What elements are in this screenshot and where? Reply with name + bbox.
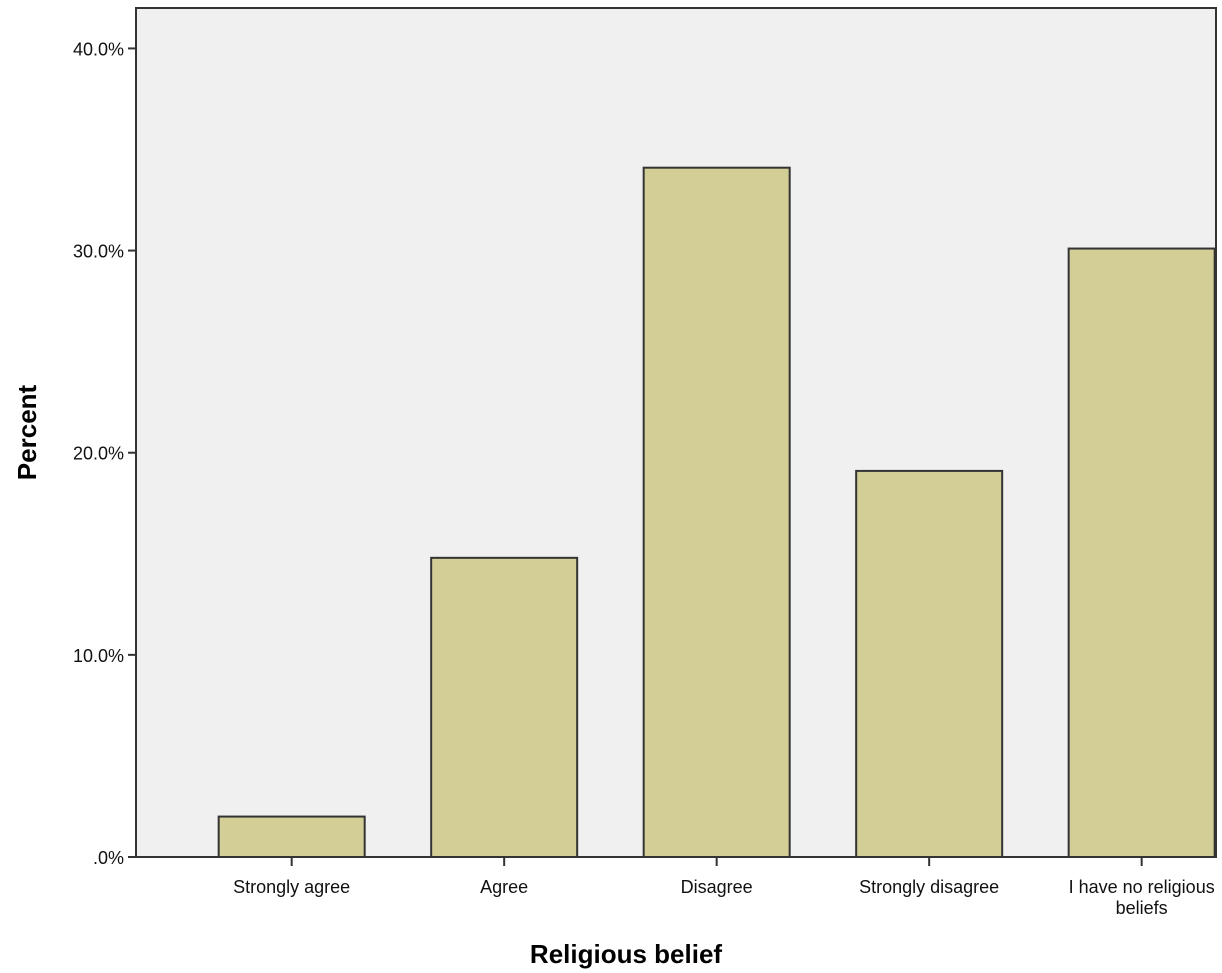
- x-tick-label: Strongly disagree: [859, 877, 999, 897]
- x-tick-label: Strongly agree: [233, 877, 350, 897]
- bar: [855, 469, 1004, 858]
- bar: [642, 166, 791, 858]
- axes: [135, 8, 1216, 858]
- y-tick-label: .0%: [93, 848, 124, 868]
- x-tick-label: Agree: [480, 877, 528, 897]
- bar: [430, 556, 579, 858]
- bar: [1067, 247, 1216, 859]
- x-tick-label: I have no religious: [1069, 877, 1215, 897]
- y-tick-label: 40.0%: [73, 39, 124, 59]
- x-tick-label: beliefs: [1116, 898, 1168, 918]
- x-axis-title: Religious belief: [530, 939, 722, 969]
- y-axis-ticks: .0% 10.0% 20.0% 30.0% 40.0%: [73, 39, 136, 868]
- y-axis-title: Percent: [12, 384, 42, 480]
- y-tick-label: 30.0%: [73, 242, 124, 262]
- y-tick-label: 20.0%: [73, 444, 124, 464]
- bar-group: [217, 166, 1216, 859]
- x-tick-label: Disagree: [681, 877, 753, 897]
- y-tick-label: 10.0%: [73, 646, 124, 666]
- x-axis-ticks: Strongly agree Agree Disagree Strongly disa…: [233, 857, 1215, 918]
- bar: [217, 815, 366, 858]
